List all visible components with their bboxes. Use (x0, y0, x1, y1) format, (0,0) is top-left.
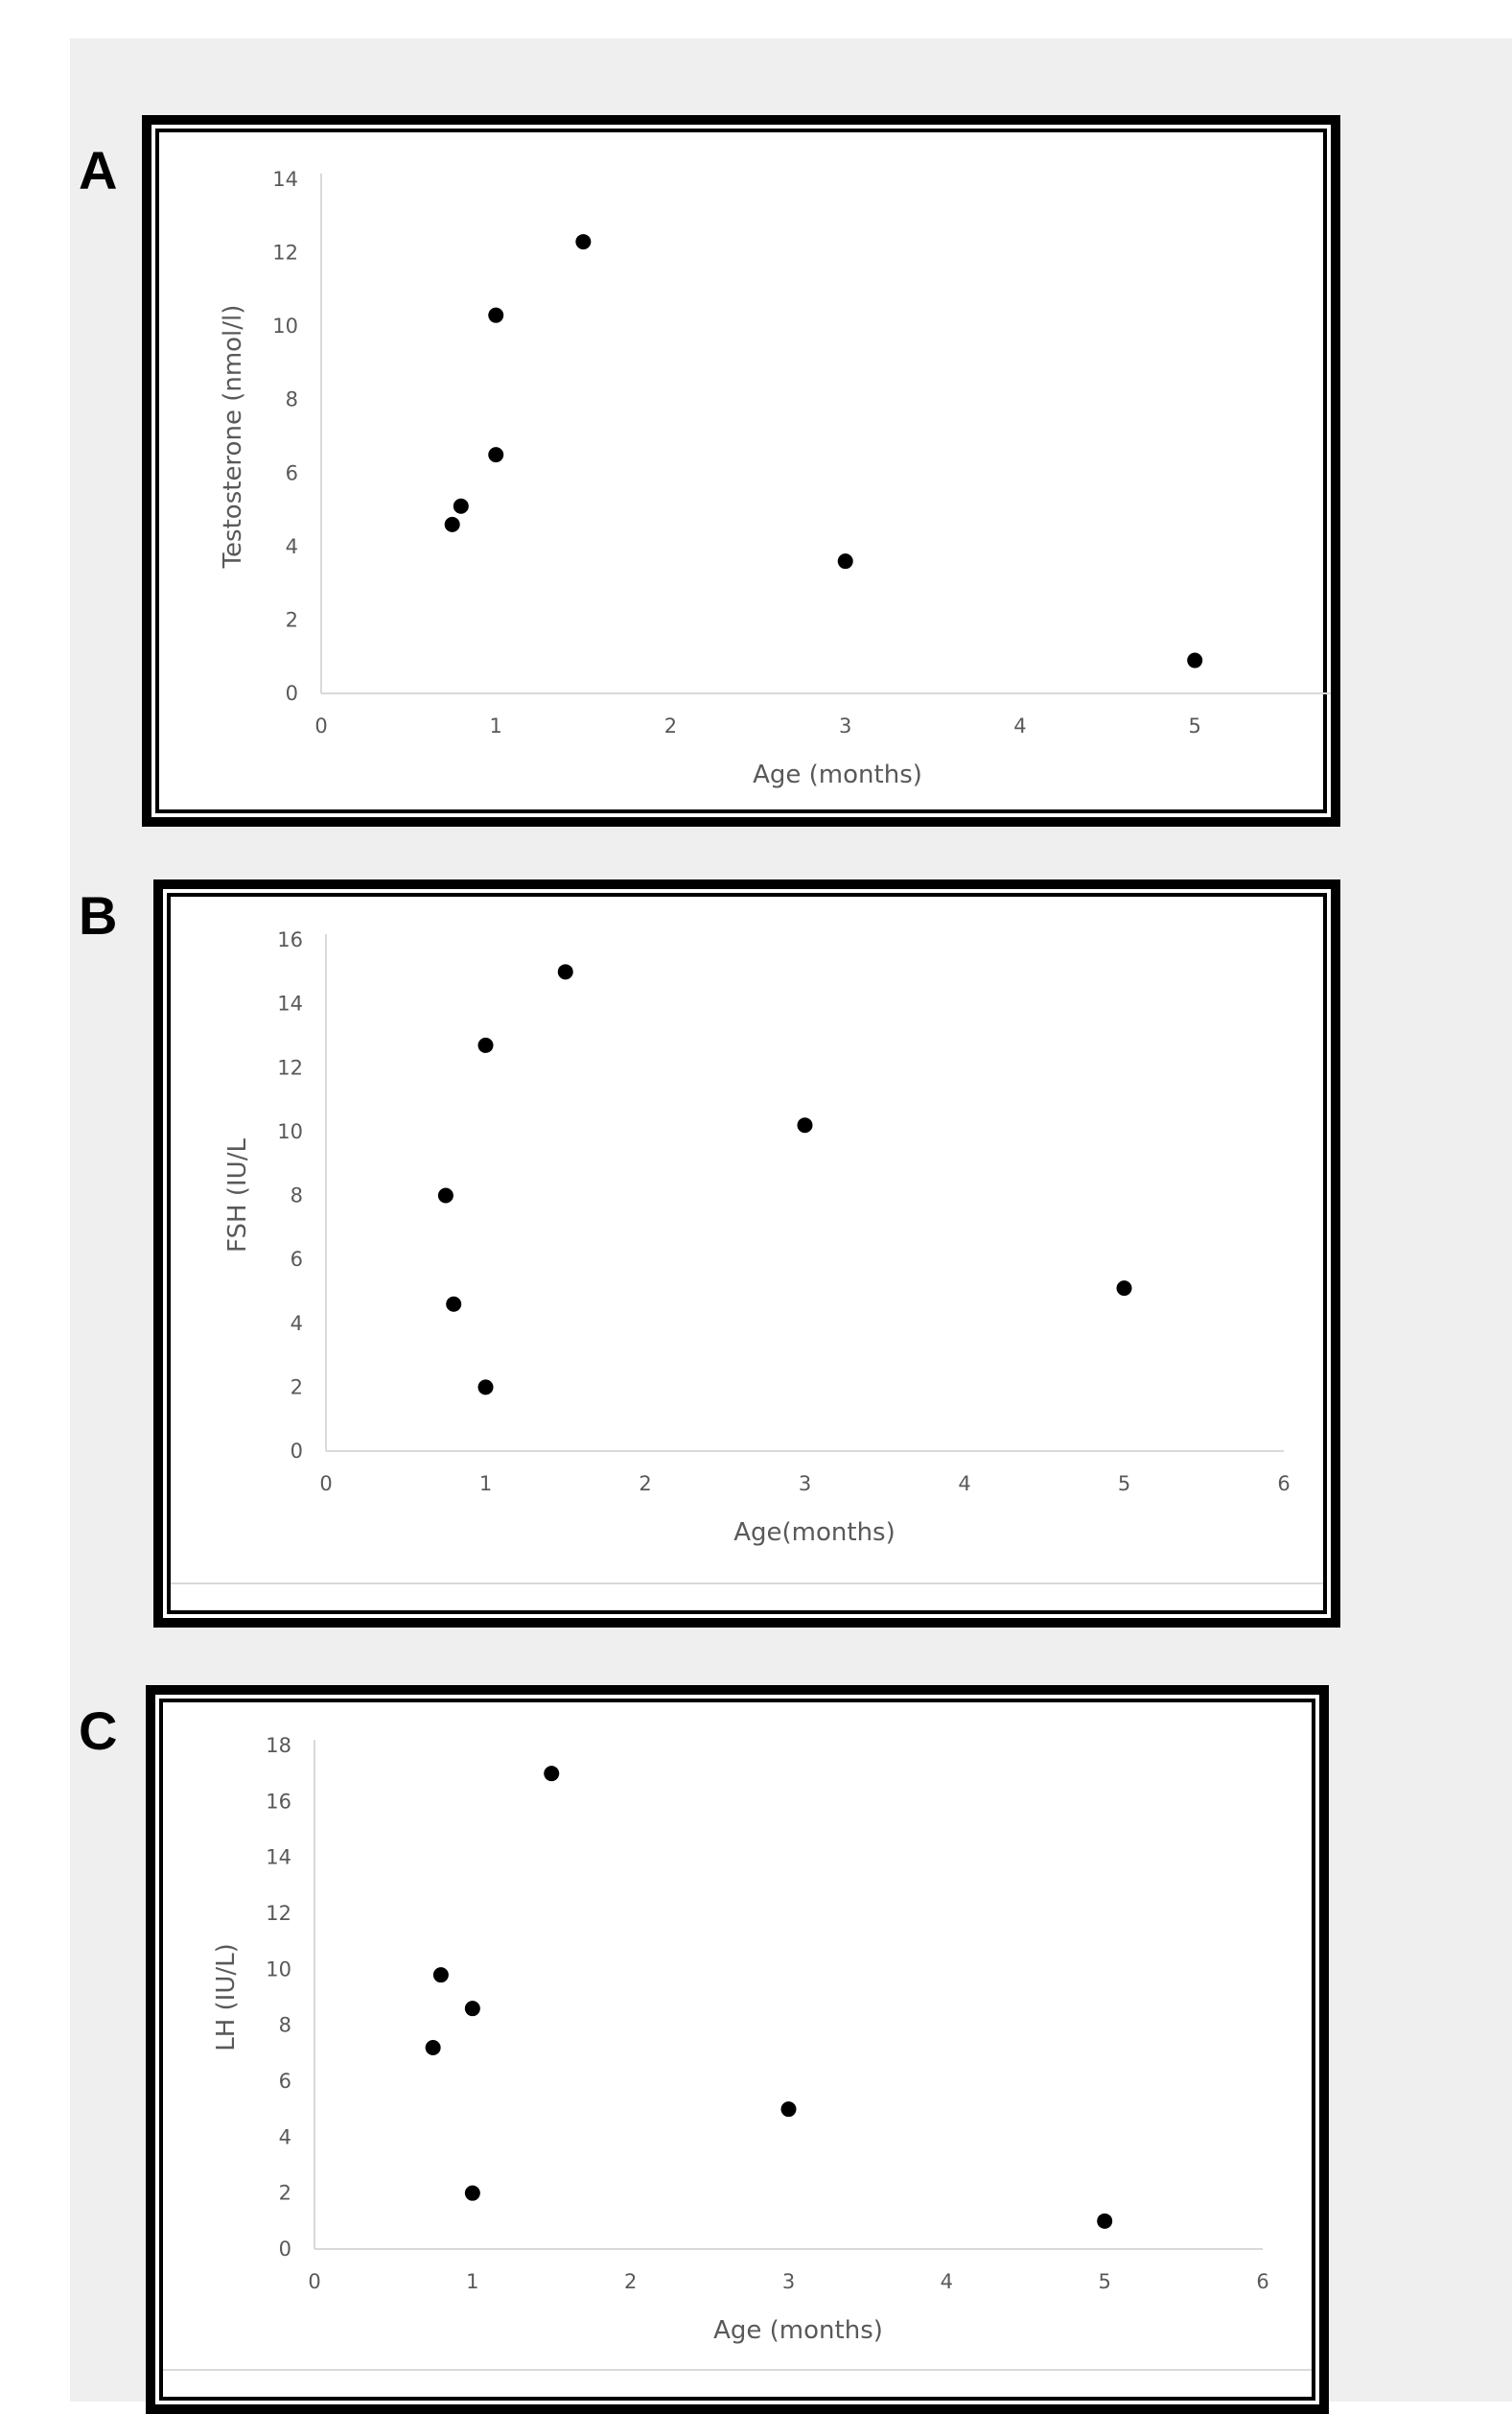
chart-c-y-tick-label: 14 (266, 1846, 291, 1869)
chart-a-y-tick-label: 4 (286, 535, 298, 558)
chart-b-frame: 0 1 2 3 4 5 6 0 2 4 6 8 10 12 14 16 Age(months) FSH (IU/L (153, 879, 1340, 1628)
chart-c-y-tick-label: 12 (266, 1902, 291, 1925)
chart-c-y-tick-label: 16 (266, 1790, 291, 1813)
chart-a-x-tick-label: 4 (1013, 715, 1026, 738)
panel-letter-c: C (79, 1700, 118, 1761)
chart-b-y-tick-label: 6 (291, 1248, 303, 1271)
chart-a-point (453, 498, 469, 514)
chart-b-y-axis-label: FSH (IU/L (223, 1138, 252, 1253)
chart-c-y-tick-label: 6 (279, 2070, 291, 2093)
chart-a-point (575, 234, 592, 250)
chart-c-x-axis-label: Age (months) (713, 2316, 883, 2345)
chart-c-point (425, 2040, 441, 2055)
chart-c-x-tick-label: 0 (308, 2270, 320, 2293)
chart-b-x-tick-label: 0 (319, 1472, 332, 1495)
chart-a-x-tick-label: 1 (490, 715, 502, 738)
chart-c-y-tick-label: 2 (279, 2182, 291, 2205)
chart-b-x-tick-label: 6 (1277, 1472, 1290, 1495)
chart-b-y-tick-label: 12 (277, 1056, 303, 1079)
chart-b-x-tick-label: 3 (799, 1472, 811, 1495)
chart-c-point (464, 2185, 480, 2201)
chart-b-point (797, 1117, 813, 1134)
chart-a-point (1187, 652, 1203, 668)
chart-b-x-tick-label: 1 (479, 1472, 492, 1495)
chart-a-point (837, 553, 853, 570)
chart-c-point (1097, 2213, 1113, 2229)
panel-letter-b: B (79, 885, 118, 946)
chart-a-frame: 0 1 2 3 4 5 0 2 4 6 8 10 12 14 Age (months) Testosteron… (142, 115, 1340, 827)
chart-b-point (477, 1379, 494, 1395)
chart-b-point (1116, 1280, 1132, 1297)
chart-b-x-tick-label: 4 (958, 1472, 970, 1495)
chart-b-x-tick-label: 2 (639, 1472, 651, 1495)
chart-a-x-tick-label: 3 (839, 715, 851, 738)
chart-b-y-tick-label: 16 (277, 928, 303, 951)
chart-c-point (544, 1766, 560, 1782)
chart-a-y-tick-label: 0 (286, 682, 298, 705)
chart-b-point (477, 1037, 494, 1053)
chart-c-point (464, 2001, 480, 2017)
chart-b-point (557, 964, 573, 980)
chart-c-y-tick-label: 10 (266, 1957, 291, 1980)
chart-a-y-tick-label: 14 (272, 168, 298, 191)
chart-a-y-axis-label: Testosterone (nmol/l) (219, 305, 247, 570)
chart-a-x-tick-label: 5 (1189, 715, 1201, 738)
chart-b-y-tick-label: 4 (291, 1312, 303, 1335)
chart-a-x-axis-label: Age (months) (753, 761, 922, 789)
chart-c-point (780, 2101, 797, 2118)
chart-a-point (444, 516, 460, 532)
chart-b-x-axis-label: Age(months) (733, 1518, 896, 1547)
panel-letter-a: A (79, 140, 118, 200)
chart-a-y-tick-label: 8 (286, 388, 298, 411)
chart-a-y-tick-label: 12 (272, 242, 298, 265)
chart-a-point (488, 447, 504, 463)
chart-c-y-tick-label: 4 (279, 2125, 291, 2148)
chart-c-point (432, 1967, 449, 1983)
chart-b-x-tick-label: 5 (1118, 1472, 1130, 1495)
chart-b-y-tick-label: 0 (291, 1440, 303, 1463)
chart-b-point (446, 1296, 462, 1312)
chart-c-x-tick-label: 3 (782, 2270, 795, 2293)
chart-b-y-tick-label: 2 (291, 1375, 303, 1398)
chart-c-x-tick-label: 5 (1098, 2270, 1110, 2293)
chart-a-x-tick-label: 2 (664, 715, 677, 738)
chart-c-y-tick-label: 0 (279, 2238, 291, 2261)
chart-b-y-tick-label: 14 (277, 993, 303, 1016)
chart-a-y-tick-label: 6 (286, 461, 298, 484)
chart-a-x-tick-label: 0 (314, 715, 327, 738)
chart-b-y-tick-label: 8 (291, 1184, 303, 1207)
chart-c-frame: 0 1 2 3 4 5 6 0 2 4 6 8 10 12 14 16 18 Age (months) LH (IU… (146, 1685, 1329, 2414)
chart-c-x-tick-label: 4 (941, 2270, 953, 2293)
chart-b-y-tick-label: 10 (277, 1120, 303, 1143)
chart-c-x-tick-label: 6 (1256, 2270, 1268, 2293)
chart-a-point (488, 307, 504, 323)
chart-c-y-axis-label: LH (IU/L) (212, 1943, 241, 2051)
chart-c-x-tick-label: 1 (466, 2270, 478, 2293)
chart-b-point (437, 1187, 454, 1204)
chart-a-y-tick-label: 2 (286, 608, 298, 631)
chart-c-y-tick-label: 8 (279, 2014, 291, 2037)
chart-c-y-tick-label: 18 (266, 1734, 291, 1757)
chart-c-x-tick-label: 2 (624, 2270, 637, 2293)
chart-a-y-tick-label: 10 (272, 315, 298, 338)
